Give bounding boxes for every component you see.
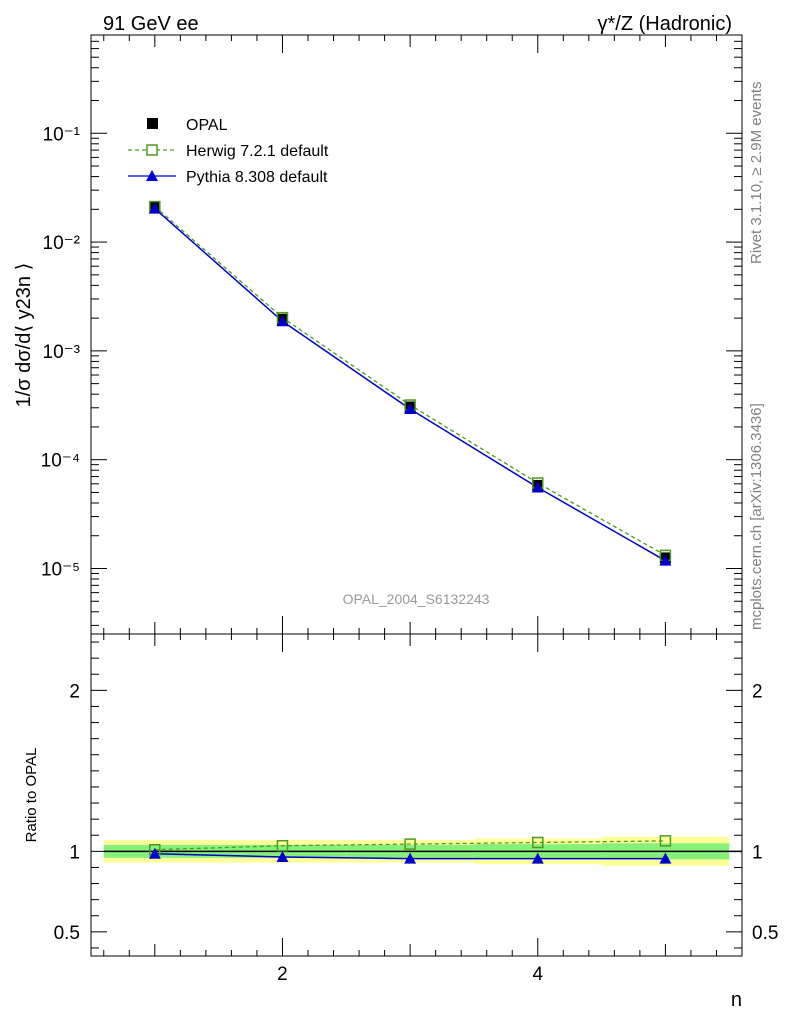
ratio-herwig-point-4: [532, 836, 544, 849]
ratio-pythia-point-4: [531, 852, 544, 864]
ratio-pythia-point-3: [404, 852, 417, 864]
legend-marker-herwig: [146, 144, 158, 156]
watermark: OPAL_2004_S6132243: [343, 591, 490, 607]
ratio-y-tick-label-right: 1: [752, 842, 763, 863]
legend-label-opal: OPAL: [186, 117, 228, 134]
ratio-pythia-point-5: [659, 852, 672, 864]
legend-label-herwig: Herwig 7.2.1 default: [186, 143, 329, 160]
pythia-point-4: [531, 481, 544, 493]
ratio-panel: 0.5 0.5 1 1 2 2 2 4 Ratio to OPAL n: [23, 633, 778, 1011]
main-y-tick-label: 10⁻²: [43, 233, 81, 254]
x-tick-label: 2: [277, 964, 288, 985]
ratio-herwig-point-5: [659, 835, 672, 847]
ratio-y-tick-label-right: 2: [752, 681, 763, 702]
pythia-line: [154, 208, 666, 562]
main-panel: 10⁻⁵10⁻⁴10⁻³10⁻²10⁻¹ OPAL_2004_S6132243 …: [13, 34, 743, 635]
mcplots-note: mcplots.cern.ch [arXiv:1306.3436]: [748, 403, 765, 630]
pythia-point-5: [659, 554, 672, 566]
legend-marker-pythia: [146, 170, 158, 181]
main-y-tick-label: 10⁻³: [43, 342, 81, 363]
ratio-pythia-point-2: [276, 850, 289, 862]
pythia-point-2: [276, 315, 289, 327]
ratio-y-label: Ratio to OPAL: [23, 748, 40, 843]
pythia-point-3: [404, 403, 417, 415]
main-y-tick-label: 10⁻⁵: [41, 559, 80, 580]
main-y-label: 1/σ dσ/d⟨ y23n ⟩: [13, 263, 35, 408]
x-axis-label: n: [731, 989, 742, 1011]
ratio-y-tick-label-right: 0.5: [752, 923, 778, 944]
ratio-y-tick-label-left: 2: [69, 681, 80, 702]
legend-marker-opal: [147, 118, 158, 129]
x-tick-label: 4: [532, 964, 543, 985]
ratio-herwig-line: [154, 840, 666, 851]
main-y-tick-label: 10⁻⁴: [41, 451, 80, 472]
header-left: 91 GeV ee: [103, 13, 199, 35]
ratio-herwig-point-3: [404, 838, 416, 850]
legend: OPAL Herwig 7.2.1 default Pythia 8.308 d…: [128, 117, 329, 186]
ratio-herwig-point-2: [276, 839, 289, 852]
legend-label-pythia: Pythia 8.308 default: [186, 169, 328, 186]
rivet-note: Rivet 3.1.10, ≥ 2.9M events: [748, 82, 765, 265]
ratio-frame: [90, 633, 743, 957]
ratio-pythia-point-1: [148, 847, 161, 859]
header-right: γ*/Z (Hadronic): [598, 13, 732, 35]
ratio-y-tick-label-left: 0.5: [54, 923, 80, 944]
herwig-line: [154, 206, 666, 556]
ratio-y-tick-label-left: 1: [69, 842, 80, 863]
main-y-tick-label: 10⁻¹: [43, 124, 81, 145]
pythia-point-1: [148, 202, 161, 214]
